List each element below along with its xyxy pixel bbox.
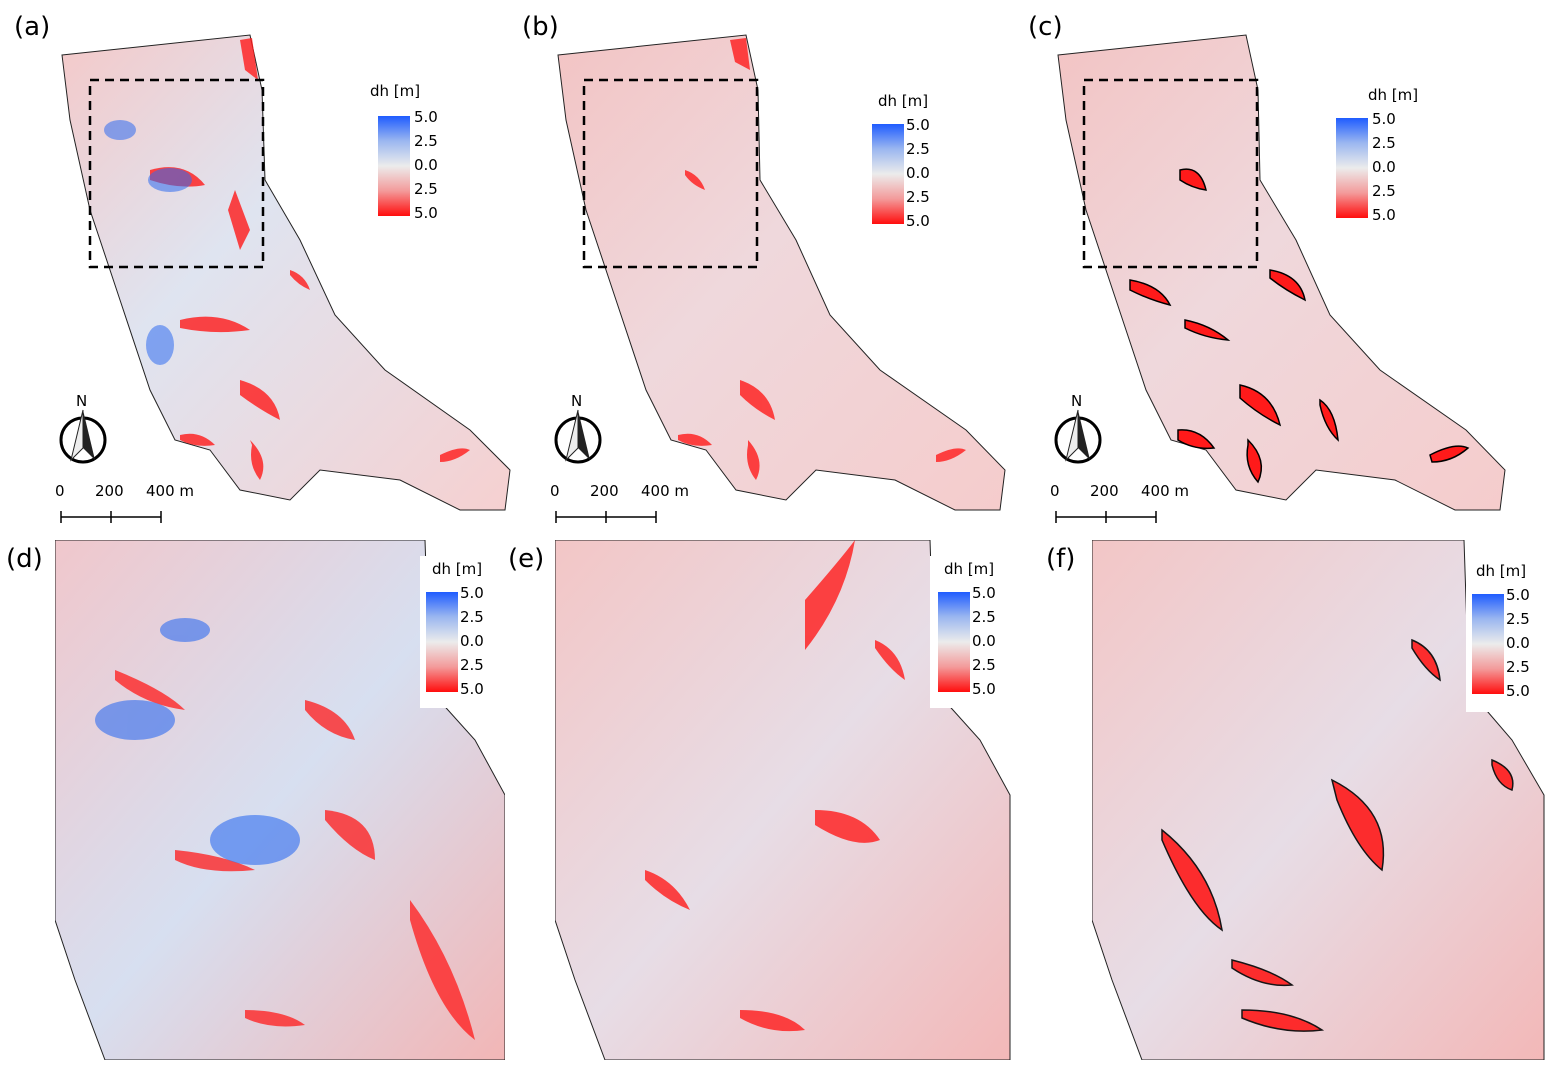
map-c (1057, 34, 1506, 511)
legend-tick: 5.0 (414, 108, 438, 126)
legend-tick: 2.5 (414, 132, 438, 150)
legend-tick: 5.0 (1506, 586, 1530, 604)
elevation-change-patches (115, 670, 475, 1040)
scale-bar-line (60, 511, 162, 523)
detected-features (1129, 168, 1470, 484)
north-arrow-icon (59, 409, 107, 464)
north-arrow-icon (554, 409, 602, 464)
scale-label: 400 m (146, 482, 195, 500)
legend-b: dh [m] 5.0 2.5 0.0 2.5 5.0 (866, 88, 946, 238)
scale-bar-line (555, 511, 657, 523)
map-b (557, 34, 1006, 511)
panel-label-f: (f) (1046, 544, 1076, 574)
legend-tick: 5.0 (460, 584, 484, 602)
detected-features (1161, 638, 1514, 1032)
north-arrow-label: N (1071, 392, 1083, 410)
legend-c: dh [m] 5.0 2.5 0.0 2.5 5.0 (1330, 82, 1420, 232)
uplift-patches (104, 120, 192, 365)
legend-f: dh [m] 5.0 2.5 0.0 2.5 5.0 (1466, 556, 1546, 712)
legend-tick: 2.5 (906, 188, 930, 206)
scale-label: 0 (55, 482, 65, 500)
north-arrow-label: N (571, 392, 583, 410)
north-arrow-icon (1054, 409, 1102, 464)
legend-tick: 5.0 (972, 680, 996, 698)
legend-tick: 0.0 (414, 156, 438, 174)
elevation-change-patches (645, 540, 905, 1032)
legend-colorbar (1472, 594, 1504, 694)
legend-title: dh [m] (370, 82, 421, 100)
map-a (61, 34, 511, 511)
legend-tick: 2.5 (460, 656, 484, 674)
legend-tick: 5.0 (1506, 682, 1530, 700)
panel-label-a: (a) (14, 12, 51, 42)
legend-tick: 5.0 (1372, 110, 1396, 128)
scale-bar-line (1055, 511, 1157, 523)
legend-tick: 2.5 (1506, 610, 1530, 628)
glacier-outline (557, 34, 1006, 511)
legend-colorbar (872, 124, 904, 224)
panel-label-d: (d) (6, 544, 43, 574)
scale-label: 200 (590, 482, 619, 500)
legend-tick: 2.5 (972, 608, 996, 626)
glacier-outline (61, 34, 511, 511)
legend-tick: 2.5 (1506, 658, 1530, 676)
legend-title: dh [m] (1368, 86, 1419, 104)
legend-d: dh [m] 5.0 2.5 0.0 2.5 5.0 (420, 556, 500, 708)
legend-tick: 5.0 (906, 212, 930, 230)
panel-label-e: (e) (508, 544, 545, 574)
elevation-change-patches (678, 38, 966, 480)
legend-tick: 5.0 (1372, 206, 1396, 224)
legend-colorbar (378, 116, 410, 216)
legend-a: dh [m] 5.0 2.5 0.0 2.5 5.0 (370, 78, 450, 228)
legend-colorbar (938, 592, 970, 692)
legend-tick: 5.0 (414, 204, 438, 222)
scale-label: 400 m (641, 482, 690, 500)
legend-title: dh [m] (432, 560, 483, 578)
legend-title: dh [m] (944, 560, 995, 578)
scale-bar: 0 200 400 m (55, 484, 205, 529)
scale-bar: 0 200 400 m (1050, 484, 1200, 529)
legend-tick: 5.0 (906, 116, 930, 134)
legend-tick: 2.5 (414, 180, 438, 198)
scale-label: 400 m (1141, 482, 1190, 500)
legend-title: dh [m] (878, 92, 929, 110)
legend-colorbar (1336, 118, 1368, 218)
scale-label: 200 (1090, 482, 1119, 500)
zoom-map-f (1092, 540, 1545, 1060)
legend-tick: 2.5 (906, 140, 930, 158)
north-arrow-label: N (76, 392, 88, 410)
legend-tick: 2.5 (1372, 182, 1396, 200)
legend-tick: 0.0 (1506, 634, 1530, 652)
legend-tick: 0.0 (972, 632, 996, 650)
legend-tick: 2.5 (460, 608, 484, 626)
legend-tick: 5.0 (460, 680, 484, 698)
zoom-map-e (555, 540, 1011, 1060)
legend-tick: 0.0 (1372, 158, 1396, 176)
scale-label: 0 (1050, 482, 1060, 500)
legend-e: dh [m] 5.0 2.5 0.0 2.5 5.0 (930, 556, 1010, 708)
legend-title: dh [m] (1476, 562, 1527, 580)
legend-tick: 2.5 (972, 656, 996, 674)
scale-label: 200 (95, 482, 124, 500)
panel-label-b: (b) (522, 12, 559, 42)
panel-label-c: (c) (1028, 12, 1063, 42)
legend-tick: 2.5 (1372, 134, 1396, 152)
scale-label: 0 (550, 482, 560, 500)
legend-tick: 0.0 (460, 632, 484, 650)
scale-bar: 0 200 400 m (550, 484, 700, 529)
legend-colorbar (426, 592, 458, 692)
legend-tick: 5.0 (972, 584, 996, 602)
legend-tick: 0.0 (906, 164, 930, 182)
uplift-patches (95, 618, 300, 865)
